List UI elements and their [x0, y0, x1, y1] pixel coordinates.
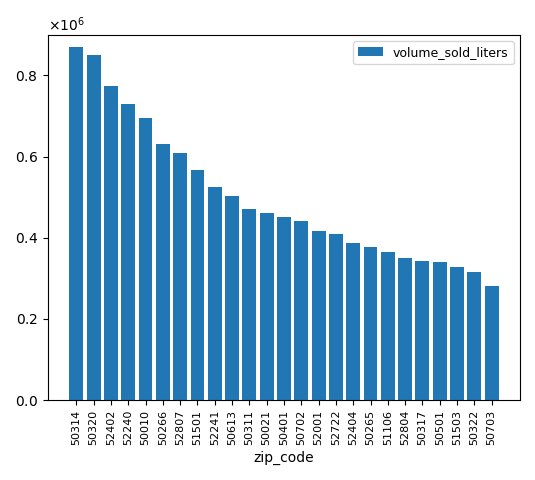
- Bar: [277, 217, 291, 400]
- Bar: [156, 144, 170, 400]
- Bar: [329, 234, 343, 400]
- Bar: [190, 169, 204, 400]
- Bar: [346, 243, 360, 400]
- Bar: [485, 286, 499, 400]
- Bar: [294, 221, 308, 400]
- Bar: [87, 55, 101, 400]
- X-axis label: zip_code: zip_code: [254, 451, 314, 465]
- Bar: [468, 272, 482, 400]
- Bar: [364, 247, 377, 400]
- Bar: [121, 104, 135, 400]
- Bar: [225, 196, 239, 400]
- Bar: [260, 214, 273, 400]
- Bar: [242, 209, 256, 400]
- Bar: [416, 261, 429, 400]
- Legend: volume_sold_liters: volume_sold_liters: [353, 41, 514, 64]
- Bar: [70, 47, 83, 400]
- Bar: [312, 231, 325, 400]
- Bar: [450, 267, 464, 400]
- Bar: [208, 187, 221, 400]
- Bar: [173, 153, 187, 400]
- Bar: [139, 118, 152, 400]
- Bar: [381, 252, 395, 400]
- Bar: [433, 262, 447, 400]
- Bar: [104, 85, 118, 400]
- Bar: [398, 258, 412, 400]
